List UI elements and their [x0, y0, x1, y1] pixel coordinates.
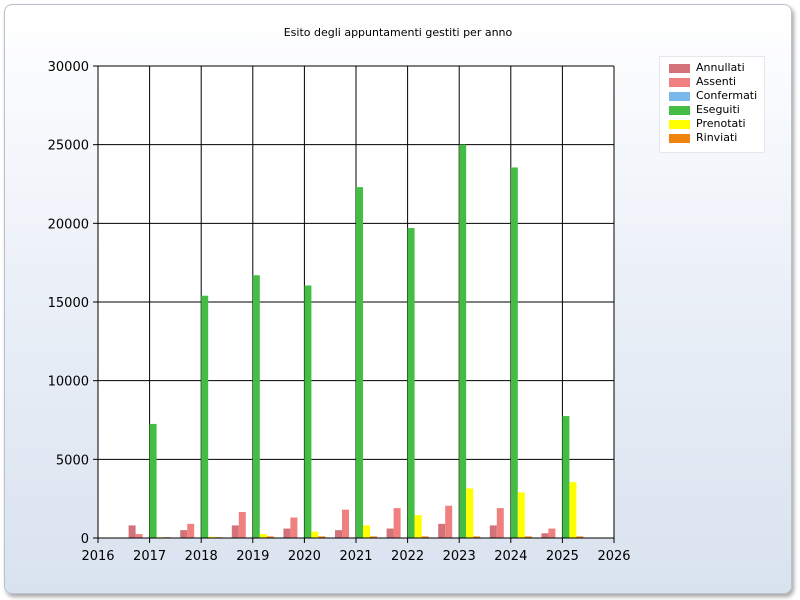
bar-assenti-2021	[342, 509, 349, 538]
y-tick-label: 5000	[56, 453, 89, 468]
bar-eseguiti-2019	[252, 275, 260, 538]
x-tick-label: 2019	[236, 549, 269, 564]
bar-annullati-2023	[438, 523, 446, 538]
bar-rinviati-2021	[370, 536, 377, 538]
x-tick-label: 2024	[494, 549, 527, 564]
bar-prenotati-2025	[569, 482, 577, 538]
bar-prenotati-2018	[208, 536, 216, 538]
bar-assenti-2025	[548, 528, 556, 538]
legend-swatch	[669, 120, 690, 129]
legend-swatch	[669, 134, 690, 143]
bar-prenotati-2020	[311, 531, 319, 538]
bar-eseguiti-2017	[149, 423, 157, 538]
bar-prenotati-2021	[363, 525, 370, 538]
bar-assenti-2020	[290, 517, 298, 538]
axes	[93, 65, 615, 543]
bar-prenotati-2019	[259, 534, 267, 538]
bar-eseguiti-2024	[510, 167, 518, 539]
y-tick-label: 25000	[48, 139, 89, 154]
legend-label: Confermati	[696, 89, 758, 102]
bar-eseguiti-2020	[304, 285, 312, 538]
x-tick-label: 2025	[546, 549, 579, 564]
bar-annullati-2025	[541, 533, 549, 538]
bar-annullati-2024	[489, 525, 497, 538]
bar-annullati-2022	[386, 528, 394, 538]
legend-swatch	[669, 106, 690, 115]
bars	[128, 144, 584, 539]
legend-label: Prenotati	[696, 117, 746, 130]
y-tick-label: 30000	[48, 60, 89, 75]
bar-rinviati-2025	[576, 536, 584, 538]
bar-annullati-2017	[128, 525, 136, 538]
bar-assenti-2018	[187, 523, 195, 538]
bar-annullati-2020	[283, 528, 291, 538]
y-tick-label: 10000	[48, 375, 89, 390]
legend: Annullati Assenti Confermati Eseguiti Prenot…	[659, 56, 765, 153]
bar-assenti-2017	[135, 534, 143, 538]
bar-assenti-2019	[238, 512, 246, 538]
legend-label: Annullati	[696, 61, 745, 74]
bar-assenti-2023	[445, 505, 453, 538]
x-tick-label: 2021	[339, 549, 372, 564]
legend-swatch	[669, 64, 690, 73]
bar-prenotati-2022	[414, 515, 422, 538]
legend-label: Eseguiti	[696, 103, 740, 116]
bar-assenti-2022	[393, 508, 401, 538]
chart-title: Esito degli appuntamenti gestiti per ann…	[283, 26, 513, 39]
x-tick-label: 2022	[391, 549, 424, 564]
bar-rinviati-2023	[473, 536, 481, 538]
legend-label: Assenti	[696, 75, 737, 88]
legend-swatch	[669, 78, 690, 87]
bar-annullati-2019	[231, 525, 239, 538]
legend-label: Rinviati	[696, 131, 738, 144]
bar-prenotati-2023	[466, 488, 474, 538]
bar-eseguiti-2018	[201, 295, 209, 538]
bar-rinviati-2024	[524, 536, 532, 538]
y-tick-label: 15000	[48, 296, 89, 311]
bar-eseguiti-2022	[407, 228, 415, 538]
bar-rinviati-2022	[421, 536, 429, 538]
x-tick-label: 2018	[185, 549, 218, 564]
x-tick-label: 2020	[288, 549, 321, 564]
bar-assenti-2024	[496, 508, 504, 538]
x-tick-label: 2023	[443, 549, 476, 564]
legend-swatch	[669, 92, 690, 101]
x-tick-label: 2017	[133, 549, 166, 564]
bar-eseguiti-2025	[562, 416, 570, 538]
x-tick-label: 2026	[597, 549, 630, 564]
y-tick-label: 0	[81, 532, 89, 547]
bar-annullati-2018	[180, 530, 188, 538]
bar-rinviati-2020	[318, 536, 326, 538]
bar-eseguiti-2021	[356, 187, 363, 538]
tick-labels: 0 5000 10000 15000 20000 25000 30000 2016 2017 20…	[48, 60, 631, 564]
bar-annullati-2021	[335, 530, 342, 538]
x-tick-label: 2016	[81, 549, 114, 564]
bar-rinviati-2019	[266, 536, 274, 538]
bar-eseguiti-2023	[459, 144, 467, 538]
bar-prenotati-2024	[517, 492, 525, 538]
y-tick-label: 20000	[48, 217, 89, 232]
